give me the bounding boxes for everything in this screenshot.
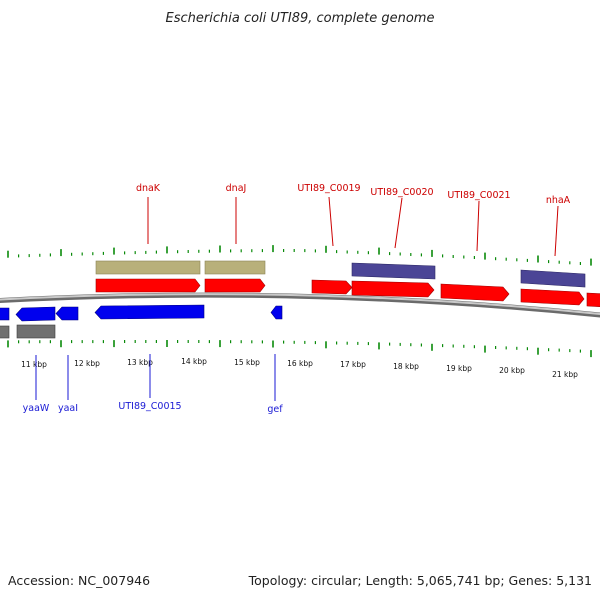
gene-label-nhaA[interactable]: nhaA: [546, 195, 571, 206]
track-pseudo: [0, 324, 56, 339]
kbp-scale-labels: 11 kbp 12 kbp 13 kbp 14 kbp 15 kbp 16 kb…: [21, 357, 578, 379]
track-plus-strand: [95, 278, 600, 308]
outer-tick-ring: [7, 245, 592, 266]
gene-label-utic0020[interactable]: UTI89_C0020: [370, 187, 433, 198]
operon-block-utic0020[interactable]: [351, 262, 436, 280]
kbp-label-19: 19 kbp: [446, 364, 472, 373]
leader-line-utic0020: [394, 197, 403, 249]
track-operon: [351, 262, 586, 288]
accession-text: Accession: NC_007946: [8, 573, 150, 588]
gene-arrow-nhaa[interactable]: [520, 288, 585, 306]
kbp-label-13: 13 kbp: [127, 358, 153, 367]
gene-arrow-yaaW[interactable]: [15, 306, 56, 322]
genome-title: Escherichia coli UTI89, complete genome: [166, 11, 435, 26]
gene-label-yaaW[interactable]: yaaW: [23, 403, 50, 414]
gene-arrow-dnaK[interactable]: [95, 278, 201, 293]
gene-arrow-gef[interactable]: [270, 305, 283, 320]
leader-line-utic0021: [476, 200, 480, 252]
gene-arrow-utic0020[interactable]: [351, 280, 435, 298]
gene-arrow-utic0019[interactable]: [311, 279, 353, 295]
gene-block-dnaJ-feature[interactable]: [204, 260, 266, 275]
gene-label-yaaI[interactable]: yaaI: [58, 403, 78, 414]
gene-label-utic0015[interactable]: UTI89_C0015: [118, 401, 181, 412]
kbp-label-15: 15 kbp: [234, 358, 260, 367]
gene-label-dnaK[interactable]: dnaK: [136, 183, 161, 194]
kbp-label-20: 20 kbp: [499, 366, 525, 375]
kbp-label-21: 21 kbp: [552, 370, 578, 379]
leader-line-utic0019: [328, 196, 334, 247]
kbp-label-16: 16 kbp: [287, 359, 313, 368]
gene-label-utic0019[interactable]: UTI89_C0019: [297, 183, 360, 194]
gene-block-dnaK-feature[interactable]: [95, 260, 201, 275]
gene-label-dnaJ[interactable]: dnaJ: [226, 183, 247, 194]
gene-arrow-yaaI[interactable]: [55, 306, 79, 321]
kbp-label-17: 17 kbp: [340, 360, 366, 369]
genome-summary-text: Topology: circular; Length: 5,065,741 bp…: [248, 573, 592, 588]
track-plus-other: [95, 260, 266, 275]
top-gene-labels: dnaK dnaJ UTI89_C0019 UTI89_C0020 UTI89_…: [136, 183, 571, 257]
gene-arrow-offscreen[interactable]: [586, 292, 600, 308]
leader-line-nhaa: [554, 205, 559, 257]
genome-backbone: [0, 292, 600, 318]
gene-label-utic0021[interactable]: UTI89_C0021: [447, 190, 510, 201]
gene-arrow-dnaJ[interactable]: [204, 278, 266, 293]
kbp-label-11: 11 kbp: [21, 360, 47, 369]
gene-label-gef[interactable]: gef: [267, 404, 283, 415]
pseudo-block-left[interactable]: [0, 325, 10, 339]
kbp-label-18: 18 kbp: [393, 362, 419, 371]
track-minus-strand: [0, 304, 283, 322]
kbp-label-12: 12 kbp: [74, 359, 100, 368]
operon-block-nhaa[interactable]: [520, 269, 586, 288]
bottom-gene-labels: yaaW yaaI UTI89_C0015 gef: [23, 354, 283, 415]
gene-arrow-utic0015[interactable]: [94, 304, 205, 320]
gene-arrow-left-edge[interactable]: [0, 307, 10, 321]
gene-arrow-utic0021[interactable]: [440, 283, 510, 302]
inner-tick-ring: [7, 340, 592, 358]
kbp-label-14: 14 kbp: [181, 357, 207, 366]
pseudo-block-yaaw[interactable]: [16, 324, 56, 339]
